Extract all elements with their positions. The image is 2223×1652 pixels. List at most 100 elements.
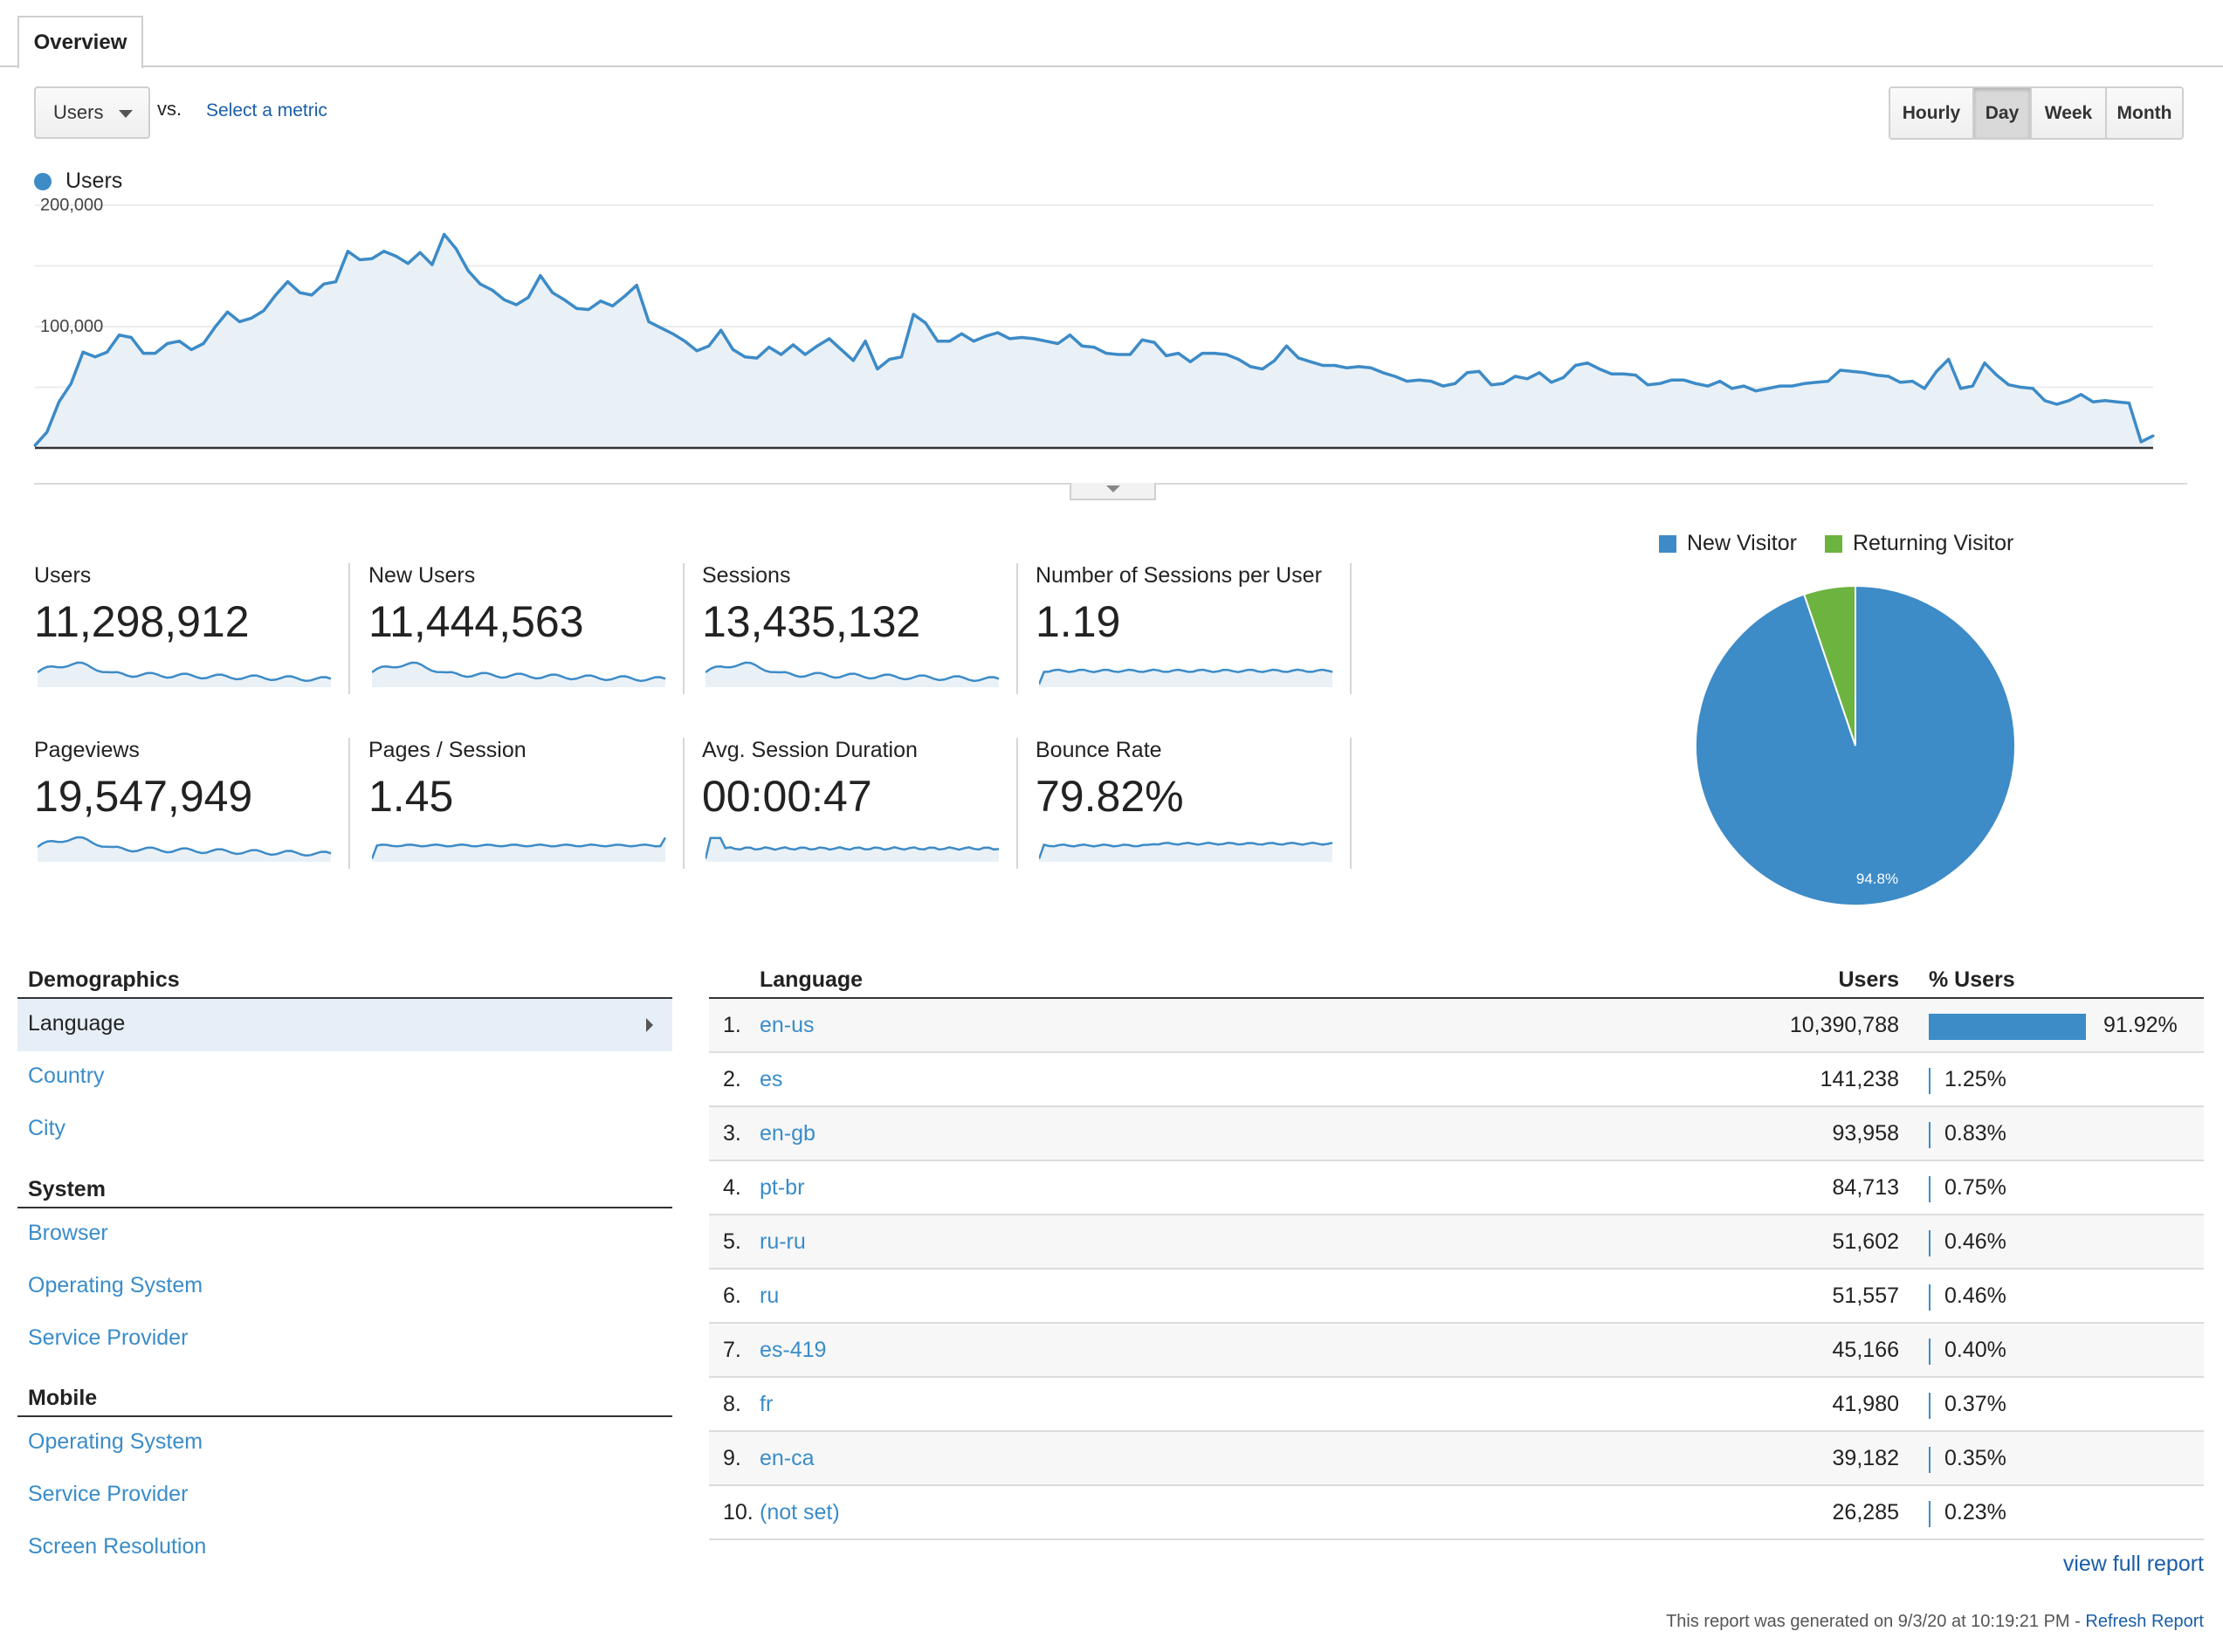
language-link[interactable]: es <box>760 1067 783 1091</box>
data-point[interactable] <box>1261 368 1264 371</box>
data-point[interactable] <box>972 340 975 343</box>
data-point[interactable] <box>1153 341 1156 344</box>
data-point[interactable] <box>1236 358 1240 361</box>
data-point[interactable] <box>346 250 349 253</box>
data-point[interactable] <box>129 336 133 340</box>
language-link[interactable]: fr <box>760 1392 774 1416</box>
data-point[interactable] <box>767 346 771 349</box>
metric-tile-sessions[interactable]: Sessions 13,435,132 <box>702 563 1034 694</box>
data-point[interactable] <box>262 309 265 313</box>
data-point[interactable] <box>1718 380 1722 383</box>
data-point[interactable] <box>803 353 807 356</box>
data-point[interactable] <box>563 298 566 301</box>
data-point[interactable] <box>1417 378 1421 382</box>
data-point[interactable] <box>322 282 326 286</box>
data-point[interactable] <box>1490 383 1493 387</box>
data-point[interactable] <box>454 247 458 251</box>
data-point[interactable] <box>250 316 253 320</box>
data-point[interactable] <box>1598 368 1601 371</box>
data-point[interactable] <box>1682 378 1685 382</box>
data-point[interactable] <box>1971 384 1974 388</box>
data-point[interactable] <box>996 331 1000 334</box>
data-point[interactable] <box>202 341 205 345</box>
pie-legend-new-visitor[interactable]: New Visitor <box>1659 531 1797 556</box>
data-point[interactable] <box>514 303 518 306</box>
data-point[interactable] <box>358 258 361 262</box>
data-point[interactable] <box>1056 341 1060 345</box>
data-point[interactable] <box>2031 387 2034 390</box>
data-point[interactable] <box>1850 369 1854 373</box>
pie-slice-returning-visitor[interactable] <box>1802 584 1856 747</box>
data-point[interactable] <box>1573 363 1577 367</box>
language-link[interactable]: ru-ru <box>760 1229 806 1254</box>
data-point[interactable] <box>2079 393 2082 396</box>
data-point[interactable] <box>2055 403 2059 406</box>
data-point[interactable] <box>1345 366 1348 369</box>
data-point[interactable] <box>1357 365 1360 368</box>
data-point[interactable] <box>93 355 97 359</box>
language-link[interactable]: en-ca <box>760 1446 815 1470</box>
data-point[interactable] <box>1910 380 1914 383</box>
data-point[interactable] <box>791 343 795 347</box>
data-point[interactable] <box>816 344 819 348</box>
language-link[interactable]: pt-br <box>760 1175 805 1200</box>
data-point[interactable] <box>1610 372 1614 375</box>
data-point[interactable] <box>719 328 723 332</box>
granularity-month[interactable]: Month <box>2105 88 2182 138</box>
data-point[interactable] <box>1550 381 1553 384</box>
data-point[interactable] <box>755 356 759 360</box>
data-point[interactable] <box>876 368 879 371</box>
nav-item-mobile-operating-system[interactable]: Operating System <box>28 1429 203 1454</box>
language-link[interactable]: es-419 <box>760 1338 827 1362</box>
data-point[interactable] <box>1586 361 1589 365</box>
data-point[interactable] <box>166 341 169 345</box>
data-point[interactable] <box>141 352 145 355</box>
data-point[interactable] <box>1525 377 1529 381</box>
data-point[interactable] <box>2043 399 2047 403</box>
data-point[interactable] <box>430 263 434 266</box>
data-point[interactable] <box>899 355 903 359</box>
data-point[interactable] <box>1694 382 1697 385</box>
data-point[interactable] <box>1935 369 1938 373</box>
data-point[interactable] <box>1923 387 1926 390</box>
data-point[interactable] <box>1814 381 1818 384</box>
data-point[interactable] <box>1790 384 1793 388</box>
data-point[interactable] <box>1309 360 1312 363</box>
data-point[interactable] <box>1947 358 1951 361</box>
data-point[interactable] <box>1802 382 1806 385</box>
data-point[interactable] <box>1887 375 1890 378</box>
data-point[interactable] <box>214 325 217 328</box>
data-point[interactable] <box>936 340 939 343</box>
data-point[interactable] <box>1080 344 1084 348</box>
data-point[interactable] <box>1622 372 1625 375</box>
metric-tile-number-of-sessions-per-user[interactable]: Number of Sessions per User 1.19 <box>1036 563 1367 694</box>
language-link[interactable]: en-gb <box>760 1121 816 1146</box>
data-point[interactable] <box>695 349 699 353</box>
data-point[interactable] <box>2127 402 2130 405</box>
data-point[interactable] <box>69 382 72 385</box>
data-point[interactable] <box>1394 375 1397 378</box>
data-point[interactable] <box>1140 338 1144 341</box>
data-point[interactable] <box>1646 383 1649 387</box>
data-point[interactable] <box>1465 371 1469 375</box>
nav-item-browser[interactable]: Browser <box>28 1221 108 1245</box>
data-point[interactable] <box>189 348 193 351</box>
data-point[interactable] <box>382 250 386 253</box>
data-point[interactable] <box>599 299 602 303</box>
data-point[interactable] <box>2007 383 2011 387</box>
data-point[interactable] <box>334 280 338 284</box>
data-point[interactable] <box>106 350 109 354</box>
nav-item-operating-system[interactable]: Operating System <box>28 1273 203 1298</box>
data-point[interactable] <box>1899 381 1903 384</box>
data-point[interactable] <box>1839 368 1842 372</box>
data-point[interactable] <box>683 340 686 343</box>
data-point[interactable] <box>1766 387 1770 390</box>
nav-item-language[interactable]: Language <box>17 999 672 1051</box>
data-point[interactable] <box>1670 378 1674 382</box>
data-point[interactable] <box>503 298 506 301</box>
data-point[interactable] <box>1658 382 1662 385</box>
data-point[interactable] <box>478 282 482 286</box>
data-point[interactable] <box>1958 387 1962 390</box>
data-point[interactable] <box>840 348 843 351</box>
data-point[interactable] <box>551 291 554 294</box>
